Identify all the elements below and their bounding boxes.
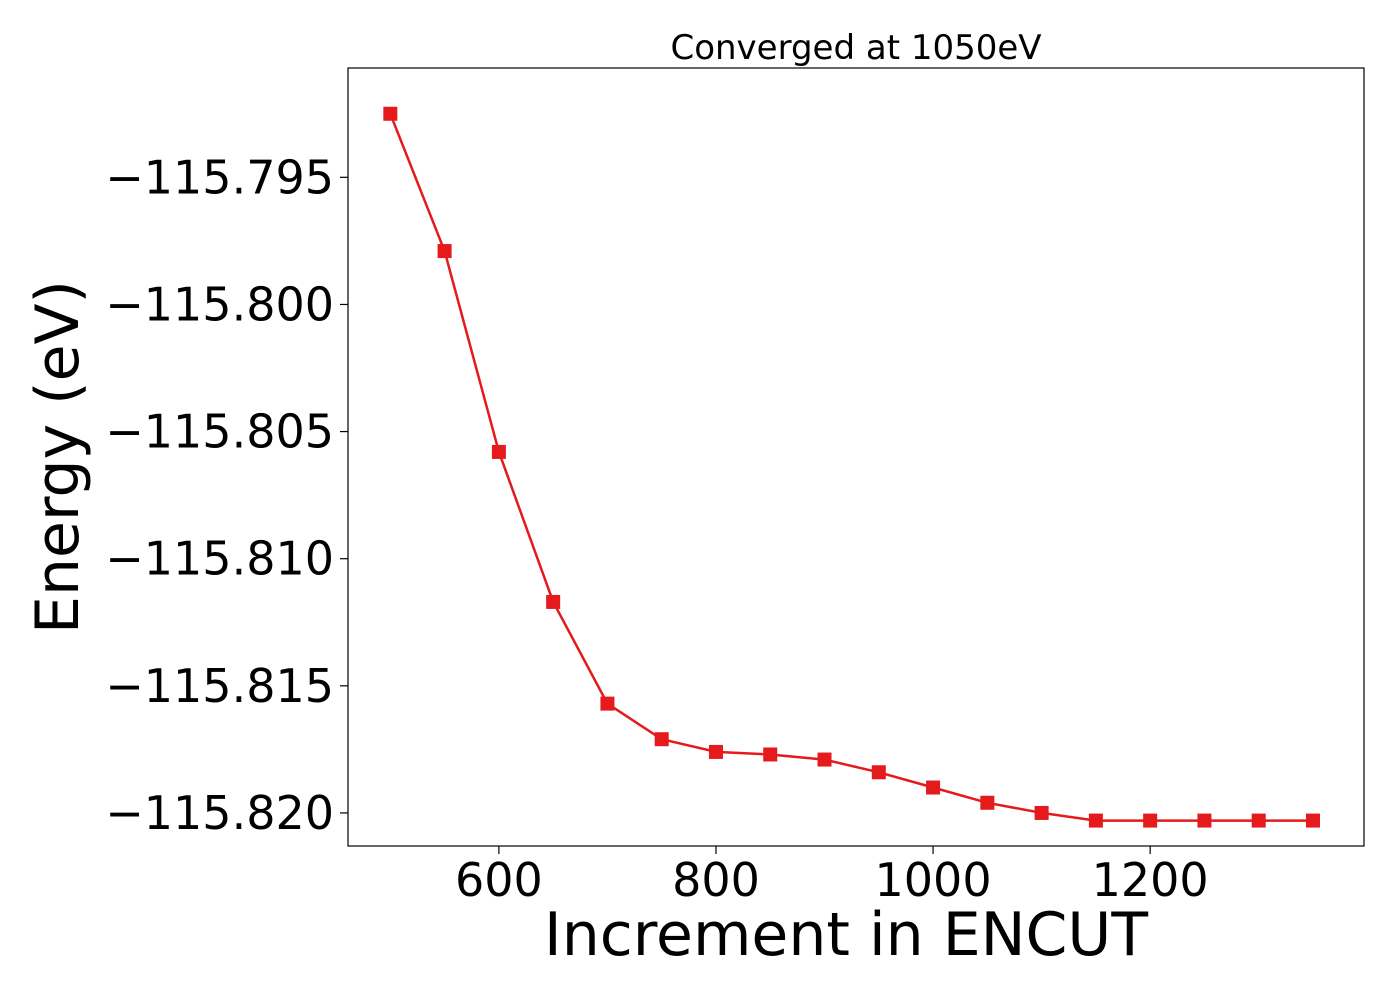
x-axis: 600 800 1000 1200 [455,846,1209,907]
plot-frame [347,67,1365,847]
x-tick-label: 800 [672,853,760,907]
data-point [383,106,398,121]
data-layer [383,106,1320,828]
data-point [763,747,778,762]
y-tick-label: −115.810 [105,532,334,586]
plot-background [348,68,1364,846]
y-tick-label: −115.815 [105,659,334,713]
x-tick-label: 1200 [1092,853,1209,907]
y-tick-label: −115.800 [105,277,334,331]
data-point [1197,813,1212,828]
x-axis-title: Increment in ENCUT [544,900,1148,970]
data-point [491,444,506,459]
data-point [980,795,995,810]
chart-title: Converged at 1050eV [670,28,1041,68]
data-point [871,765,886,780]
data-point [1251,813,1266,828]
y-tick-label: −115.795 [105,150,334,204]
data-point [437,244,452,259]
data-point [1088,813,1103,828]
data-point [546,594,561,609]
data-point [708,744,723,759]
data-point [600,696,615,711]
series-line [389,113,1313,822]
y-tick-label: −115.820 [105,786,334,840]
data-point [926,780,941,795]
data-point [654,732,669,747]
data-point [817,752,832,767]
data-point [1034,805,1049,820]
x-tick-label: 600 [455,853,543,907]
y-tick-label: −115.805 [105,405,334,459]
y-axis-title: Energy (eV) [23,280,93,634]
x-tick-label: 1000 [875,853,992,907]
data-point [1143,813,1158,828]
y-axis: −115.795 −115.800 −115.805 −115.810 −115.815… [105,150,348,840]
data-point [1305,813,1320,828]
